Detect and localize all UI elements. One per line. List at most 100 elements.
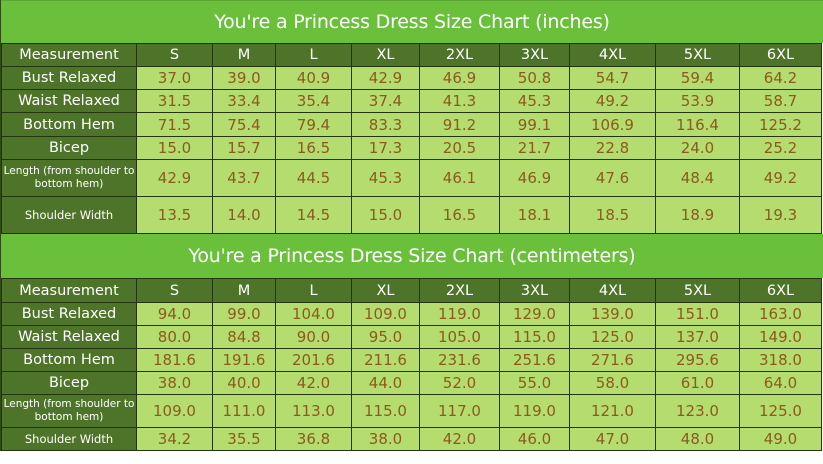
value-cell: 295.6 bbox=[655, 348, 740, 372]
header-row: Measurement S M L XL 2XL 3XL 4XL 5XL 6XL bbox=[1, 278, 822, 303]
value-cell: 33.4 bbox=[212, 89, 276, 113]
value-cell: 181.6 bbox=[136, 348, 213, 372]
value-cell: 35.4 bbox=[275, 89, 352, 113]
value-cell: 123.0 bbox=[655, 394, 740, 428]
value-cell: 251.6 bbox=[499, 348, 570, 372]
table-row: Waist Relaxed 80.0 84.8 90.0 95.0 105.0 115.0 1… bbox=[1, 325, 822, 349]
value-cell: 45.3 bbox=[351, 159, 420, 197]
value-cell: 54.7 bbox=[569, 66, 656, 90]
row-label: Bottom Hem bbox=[1, 112, 137, 137]
row-label: Bust Relaxed bbox=[1, 66, 137, 90]
value-cell: 47.0 bbox=[569, 427, 656, 451]
value-cell: 39.0 bbox=[212, 66, 276, 90]
value-cell: 163.0 bbox=[739, 302, 822, 326]
column-header-size: 4XL bbox=[569, 278, 656, 303]
column-header-size: 4XL bbox=[569, 43, 656, 67]
value-cell: 231.6 bbox=[419, 348, 500, 372]
value-cell: 113.0 bbox=[275, 394, 352, 428]
value-cell: 83.3 bbox=[351, 112, 420, 137]
value-cell: 40.0 bbox=[212, 371, 276, 395]
table-row: Bottom Hem 181.6 191.6 201.6 211.6 231.6 251.6… bbox=[1, 348, 822, 372]
size-chart: You're a Princess Dress Size Chart (inch… bbox=[0, 0, 823, 451]
value-cell: 25.2 bbox=[739, 136, 822, 160]
column-header-size: 2XL bbox=[419, 278, 500, 303]
table-row: Bottom Hem 71.5 75.4 79.4 83.3 91.2 99.1 106.9 1… bbox=[1, 112, 822, 137]
value-cell: 59.4 bbox=[655, 66, 740, 90]
value-cell: 137.0 bbox=[655, 325, 740, 349]
value-cell: 80.0 bbox=[136, 325, 213, 349]
value-cell: 61.0 bbox=[655, 371, 740, 395]
column-header-size: L bbox=[275, 43, 352, 67]
value-cell: 109.0 bbox=[351, 302, 420, 326]
value-cell: 139.0 bbox=[569, 302, 656, 326]
value-cell: 41.3 bbox=[419, 89, 500, 113]
value-cell: 15.0 bbox=[136, 136, 213, 160]
value-cell: 46.9 bbox=[499, 159, 570, 197]
column-header-size: S bbox=[136, 278, 213, 303]
row-label: Waist Relaxed bbox=[1, 325, 137, 349]
column-header-size: 5XL bbox=[655, 278, 740, 303]
value-cell: 42.0 bbox=[419, 427, 500, 451]
value-cell: 16.5 bbox=[419, 196, 500, 234]
size-table-centimeters: Measurement S M L XL 2XL 3XL 4XL 5XL 6XL Bust Rela… bbox=[1, 278, 822, 451]
value-cell: 24.0 bbox=[655, 136, 740, 160]
value-cell: 45.3 bbox=[499, 89, 570, 113]
value-cell: 151.0 bbox=[655, 302, 740, 326]
table-row: Length (from shoulder to bottom hem) 109.… bbox=[1, 394, 822, 428]
value-cell: 271.6 bbox=[569, 348, 656, 372]
table-row: Shoulder Width 34.2 35.5 36.8 38.0 42.0 46.0 47… bbox=[1, 427, 822, 451]
value-cell: 75.4 bbox=[212, 112, 276, 137]
value-cell: 117.0 bbox=[419, 394, 500, 428]
value-cell: 52.0 bbox=[419, 371, 500, 395]
row-label: Bicep bbox=[1, 371, 137, 395]
value-cell: 211.6 bbox=[351, 348, 420, 372]
value-cell: 38.0 bbox=[351, 427, 420, 451]
row-label: Length (from shoulder to bottom hem) bbox=[1, 394, 137, 428]
table-row: Bust Relaxed 37.0 39.0 40.9 42.9 46.9 50.8 54.7… bbox=[1, 66, 822, 90]
value-cell: 49.2 bbox=[739, 159, 822, 197]
value-cell: 111.0 bbox=[212, 394, 276, 428]
value-cell: 22.8 bbox=[569, 136, 656, 160]
value-cell: 48.0 bbox=[655, 427, 740, 451]
value-cell: 31.5 bbox=[136, 89, 213, 113]
value-cell: 14.5 bbox=[275, 196, 352, 234]
row-label: Shoulder Width bbox=[1, 427, 137, 451]
row-label: Length (from shoulder to bottom hem) bbox=[1, 159, 137, 197]
value-cell: 43.7 bbox=[212, 159, 276, 197]
value-cell: 116.4 bbox=[655, 112, 740, 137]
value-cell: 38.0 bbox=[136, 371, 213, 395]
value-cell: 46.1 bbox=[419, 159, 500, 197]
value-cell: 119.0 bbox=[419, 302, 500, 326]
value-cell: 121.0 bbox=[569, 394, 656, 428]
value-cell: 15.0 bbox=[351, 196, 420, 234]
value-cell: 13.5 bbox=[136, 196, 213, 234]
value-cell: 84.8 bbox=[212, 325, 276, 349]
value-cell: 37.4 bbox=[351, 89, 420, 113]
value-cell: 49.0 bbox=[739, 427, 822, 451]
row-label: Bust Relaxed bbox=[1, 302, 137, 326]
value-cell: 99.1 bbox=[499, 112, 570, 137]
value-cell: 44.0 bbox=[351, 371, 420, 395]
value-cell: 18.1 bbox=[499, 196, 570, 234]
value-cell: 36.8 bbox=[275, 427, 352, 451]
value-cell: 44.5 bbox=[275, 159, 352, 197]
value-cell: 125.2 bbox=[739, 112, 822, 137]
chart-title-inches: You're a Princess Dress Size Chart (inch… bbox=[1, 0, 823, 43]
column-header-size: 5XL bbox=[655, 43, 740, 67]
value-cell: 109.0 bbox=[136, 394, 213, 428]
table-row: Bicep 38.0 40.0 42.0 44.0 52.0 55.0 58.0 61.0 64.… bbox=[1, 371, 822, 395]
column-header-size: S bbox=[136, 43, 213, 67]
row-label: Waist Relaxed bbox=[1, 89, 137, 113]
column-header-size: 2XL bbox=[419, 43, 500, 67]
value-cell: 40.9 bbox=[275, 66, 352, 90]
value-cell: 21.7 bbox=[499, 136, 570, 160]
value-cell: 42.9 bbox=[136, 159, 213, 197]
value-cell: 50.8 bbox=[499, 66, 570, 90]
column-header-size: M bbox=[212, 278, 276, 303]
value-cell: 37.0 bbox=[136, 66, 213, 90]
value-cell: 48.4 bbox=[655, 159, 740, 197]
value-cell: 125.0 bbox=[569, 325, 656, 349]
value-cell: 79.4 bbox=[275, 112, 352, 137]
chart-title-centimeters: You're a Princess Dress Size Chart (cent… bbox=[1, 234, 823, 278]
value-cell: 71.5 bbox=[136, 112, 213, 137]
